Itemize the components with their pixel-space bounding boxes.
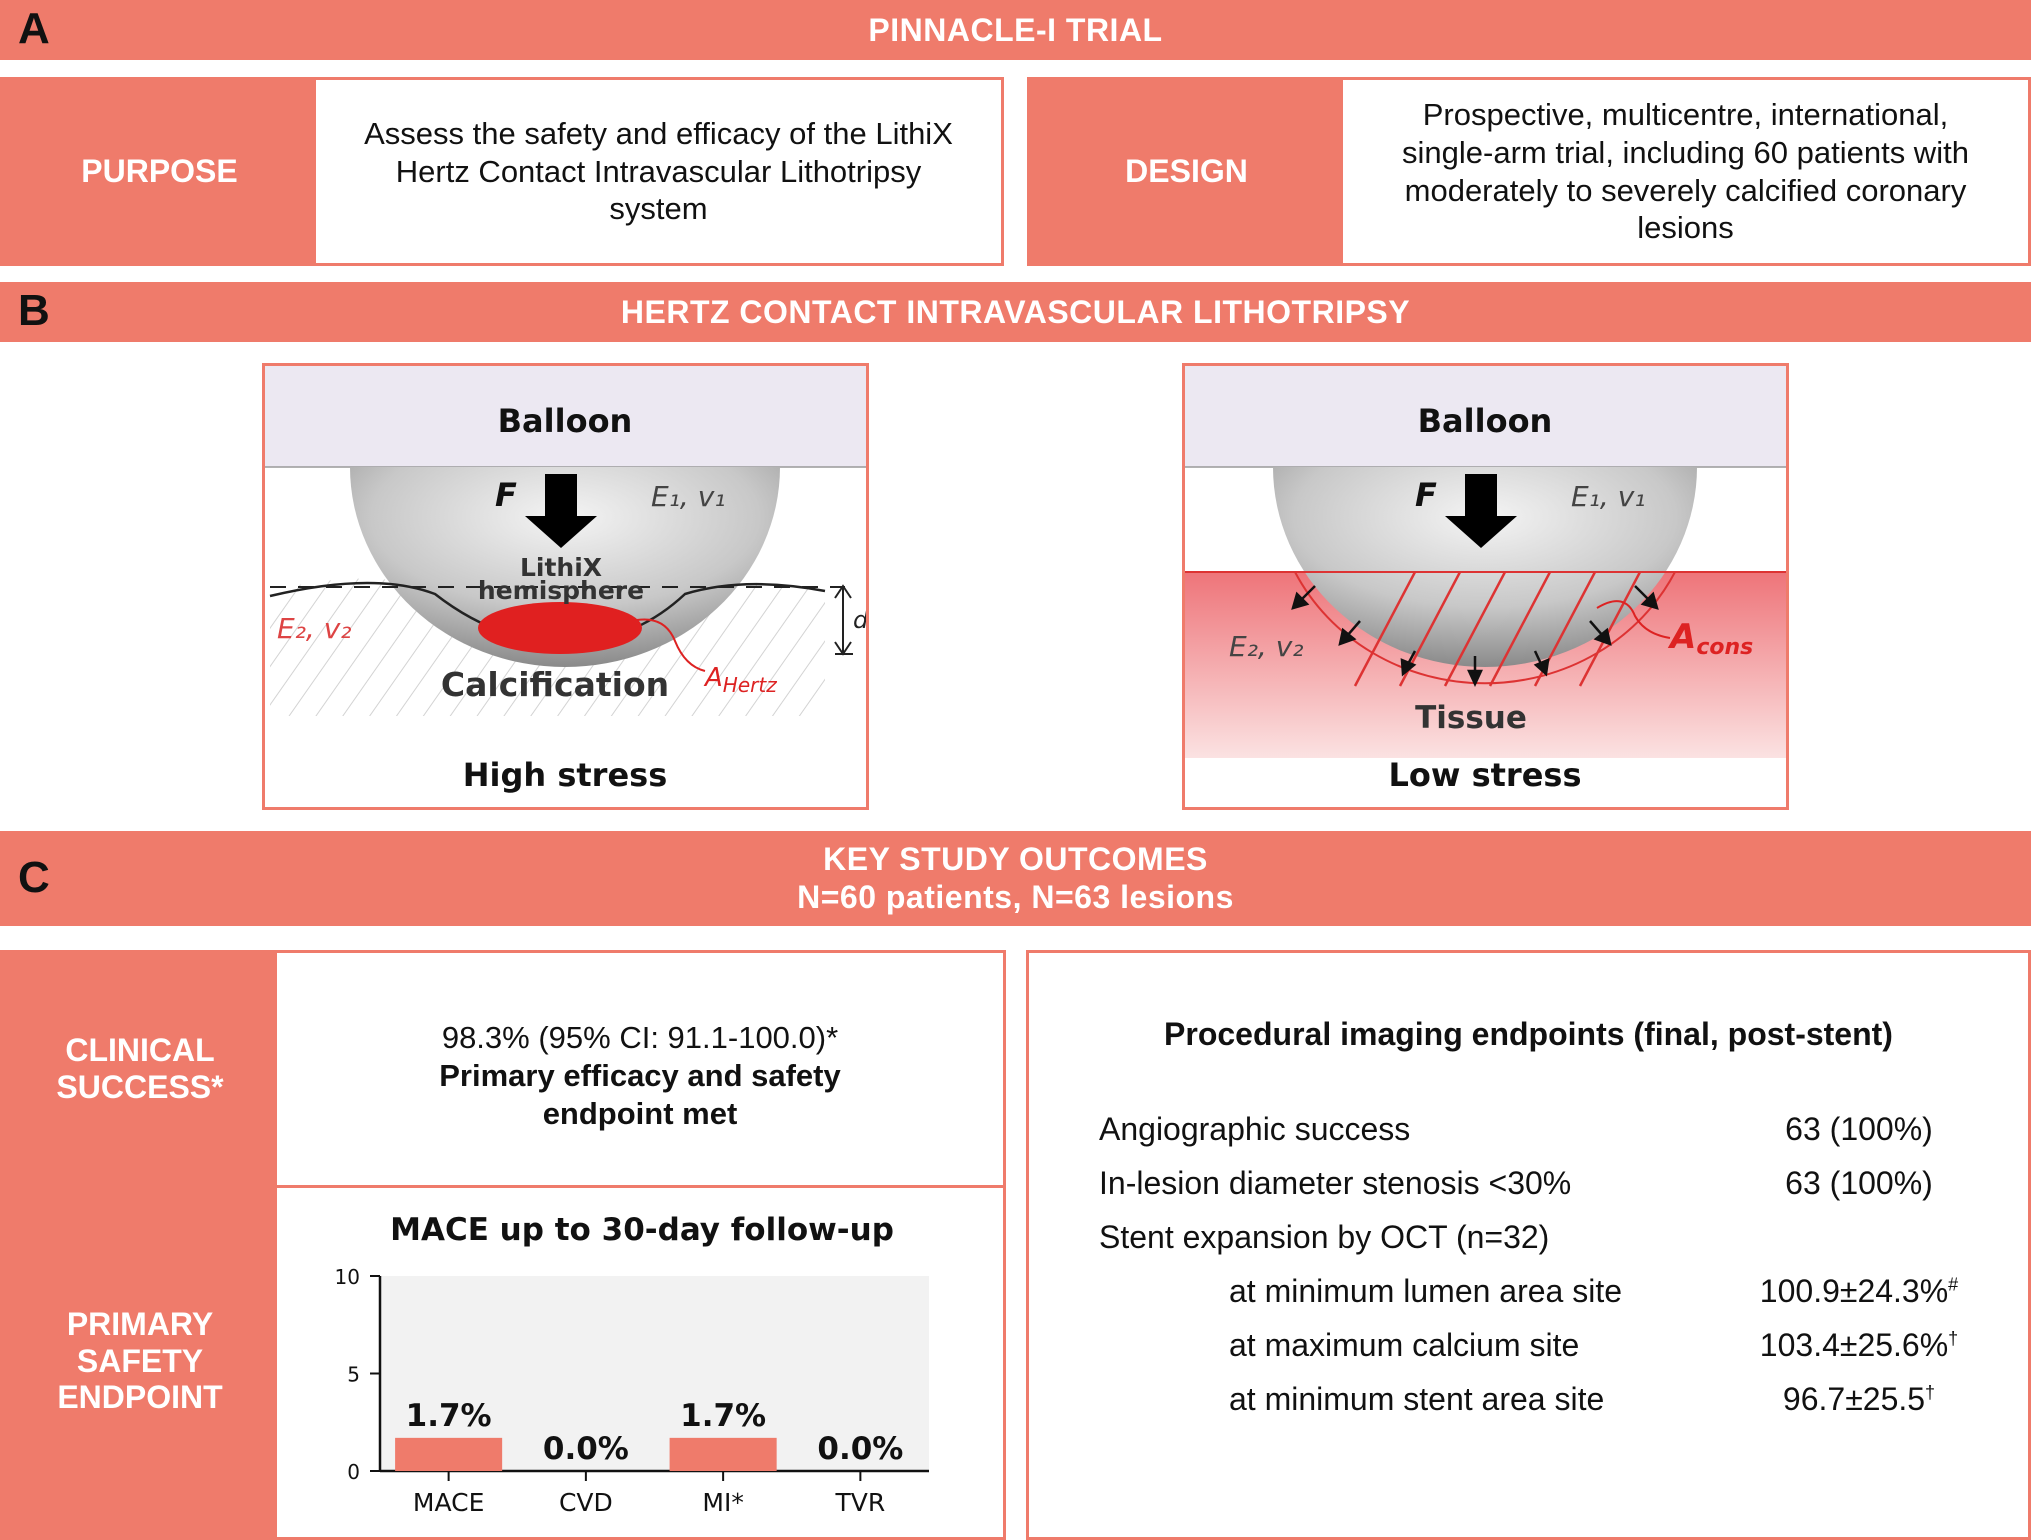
section-a-letter: A bbox=[18, 4, 50, 53]
e1-label: E₁, v₁ bbox=[651, 480, 726, 513]
imaging-row-label: at minimum lumen area site bbox=[1229, 1273, 1623, 1309]
purpose-label: PURPOSE bbox=[3, 80, 316, 263]
force-arrow bbox=[525, 474, 597, 548]
imaging-row-value: 63 (100%) bbox=[1785, 1165, 1933, 1201]
high-stress-panel: Balloon F E₁, v₁ LithiX hemisphere E₂, v… bbox=[262, 363, 869, 810]
hemisphere-line2: hemisphere bbox=[478, 576, 644, 605]
section-b-title: HERTZ CONTACT INTRAVASCULAR LITHOTRIPSY bbox=[620, 294, 1411, 330]
clinical-note-line2: endpoint met bbox=[542, 1095, 738, 1131]
purpose-text: Assess the safety and efficacy of the Li… bbox=[364, 115, 953, 227]
imaging-row-label: at maximum calcium site bbox=[1229, 1327, 1580, 1363]
divider-line bbox=[277, 1185, 1003, 1188]
high-stress-footer: High stress bbox=[463, 756, 668, 794]
imaging-row-label: In-lesion diameter stenosis <30% bbox=[1099, 1165, 1572, 1201]
tissue-label: Tissue bbox=[1415, 700, 1527, 736]
section-b-letter: B bbox=[18, 286, 50, 335]
imaging-row-value: 100.9±24.3%# bbox=[1759, 1273, 1959, 1309]
hertz-contact-area bbox=[478, 602, 642, 654]
imaging-row-label: at minimum stent area site bbox=[1229, 1381, 1605, 1417]
data-label: 0.0% bbox=[817, 1431, 903, 1467]
bar bbox=[669, 1437, 777, 1471]
design-text: Prospective, multicentre, international,… bbox=[1402, 96, 1969, 246]
section-c-title-line2: N=60 patients, N=63 lesions bbox=[797, 879, 1234, 915]
section-b-header: B HERTZ CONTACT INTRAVASCULAR LITHOTRIPS… bbox=[0, 282, 2031, 342]
imaging-row-value: 103.4±25.6%† bbox=[1759, 1327, 1959, 1363]
bar bbox=[395, 1437, 503, 1471]
e1-label: E₁, v₁ bbox=[1571, 480, 1646, 513]
clinical-note-line1: Primary efficacy and safety bbox=[439, 1057, 841, 1093]
e2-label: E₂, v₂ bbox=[1229, 630, 1304, 663]
lithix-hemisphere bbox=[1273, 467, 1697, 667]
data-label: 1.7% bbox=[406, 1398, 492, 1434]
cons-connector bbox=[1596, 600, 1671, 639]
balloon-header: Balloon bbox=[498, 402, 633, 440]
data-label: 1.7% bbox=[680, 1398, 766, 1434]
force-label: F bbox=[495, 476, 517, 514]
balloon-header: Balloon bbox=[1418, 402, 1553, 440]
imaging-endpoints-box: Procedural imaging endpoints (final, pos… bbox=[1026, 950, 2031, 1540]
outcomes-left-box: CLINICAL SUCCESS* PRIMARY SAFETY ENDPOIN… bbox=[0, 950, 1006, 1540]
balloon-band bbox=[1185, 366, 1786, 467]
low-stress-panel: Balloon F E₁, v₁ E₂, v₂ Acons Tissue Low… bbox=[1182, 363, 1789, 810]
clinical-success-value: 98.3% (95% CI: 91.1-100.0)* bbox=[441, 1020, 839, 1055]
purpose-box: PURPOSE Assess the safety and efficacy o… bbox=[0, 77, 1004, 266]
section-a-header: A PINNACLE-I TRIAL bbox=[0, 0, 2031, 60]
d-label: d bbox=[853, 606, 866, 634]
section-c-letter: C bbox=[18, 853, 50, 902]
clinical-success-label: CLINICAL SUCCESS* bbox=[3, 953, 277, 1185]
section-c-header: C KEY STUDY OUTCOMES N=60 patients, N=63… bbox=[0, 831, 2031, 926]
primary-safety-label: PRIMARY SAFETY ENDPOINT bbox=[3, 1185, 277, 1537]
a-cons-label: Acons bbox=[1667, 617, 1753, 660]
imaging-row-value: 96.7±25.5† bbox=[1782, 1381, 1936, 1417]
x-tick-label: MACE bbox=[413, 1488, 484, 1517]
imaging-row-label: Angiographic success bbox=[1099, 1111, 1411, 1147]
low-stress-diagram: Balloon F E₁, v₁ E₂, v₂ Acons Tissue Low… bbox=[1185, 366, 1786, 794]
design-box: DESIGN Prospective, multicentre, interna… bbox=[1027, 77, 2031, 266]
balloon-band bbox=[265, 366, 866, 467]
lithix-hemisphere bbox=[350, 467, 780, 667]
high-stress-diagram: Balloon F E₁, v₁ LithiX hemisphere E₂, v… bbox=[265, 366, 866, 794]
a-hertz-label: AHertz bbox=[703, 663, 777, 697]
force-label: F bbox=[1415, 476, 1437, 514]
chart-title: MACE up to 30-day follow-up bbox=[390, 1212, 894, 1248]
low-stress-footer: Low stress bbox=[1389, 756, 1582, 794]
mace-bar-chart: MACE up to 30-day follow-up 0 5 10 MACE 1.7%… bbox=[335, 1212, 929, 1517]
calcification-label: Calcification bbox=[441, 665, 669, 704]
x-tick-label: CVD bbox=[559, 1488, 613, 1517]
section-a-title: PINNACLE-I TRIAL bbox=[868, 12, 1163, 48]
hemisphere-line1: LithiX bbox=[520, 553, 602, 582]
y-tick-label: 5 bbox=[347, 1363, 360, 1387]
clinical-success-result: 98.3% (95% CI: 91.1-100.0)* Primary effi… bbox=[277, 953, 1003, 1185]
imaging-row-value: 63 (100%) bbox=[1785, 1111, 1933, 1147]
x-tick-label: MI* bbox=[702, 1488, 743, 1517]
y-tick-label: 0 bbox=[347, 1460, 360, 1484]
section-c-title-line1: KEY STUDY OUTCOMES bbox=[823, 841, 1208, 877]
x-tick-label: TVR bbox=[835, 1488, 886, 1517]
e2-label: E₂, v₂ bbox=[277, 612, 352, 645]
imaging-row-label: Stent expansion by OCT (n=32) bbox=[1099, 1219, 1550, 1255]
design-label: DESIGN bbox=[1030, 80, 1343, 263]
data-label: 0.0% bbox=[543, 1431, 629, 1467]
y-tick-label: 10 bbox=[335, 1265, 360, 1289]
force-arrow bbox=[1445, 474, 1517, 548]
imaging-title: Procedural imaging endpoints (final, pos… bbox=[1164, 1016, 1893, 1052]
hertz-connector bbox=[636, 618, 706, 672]
